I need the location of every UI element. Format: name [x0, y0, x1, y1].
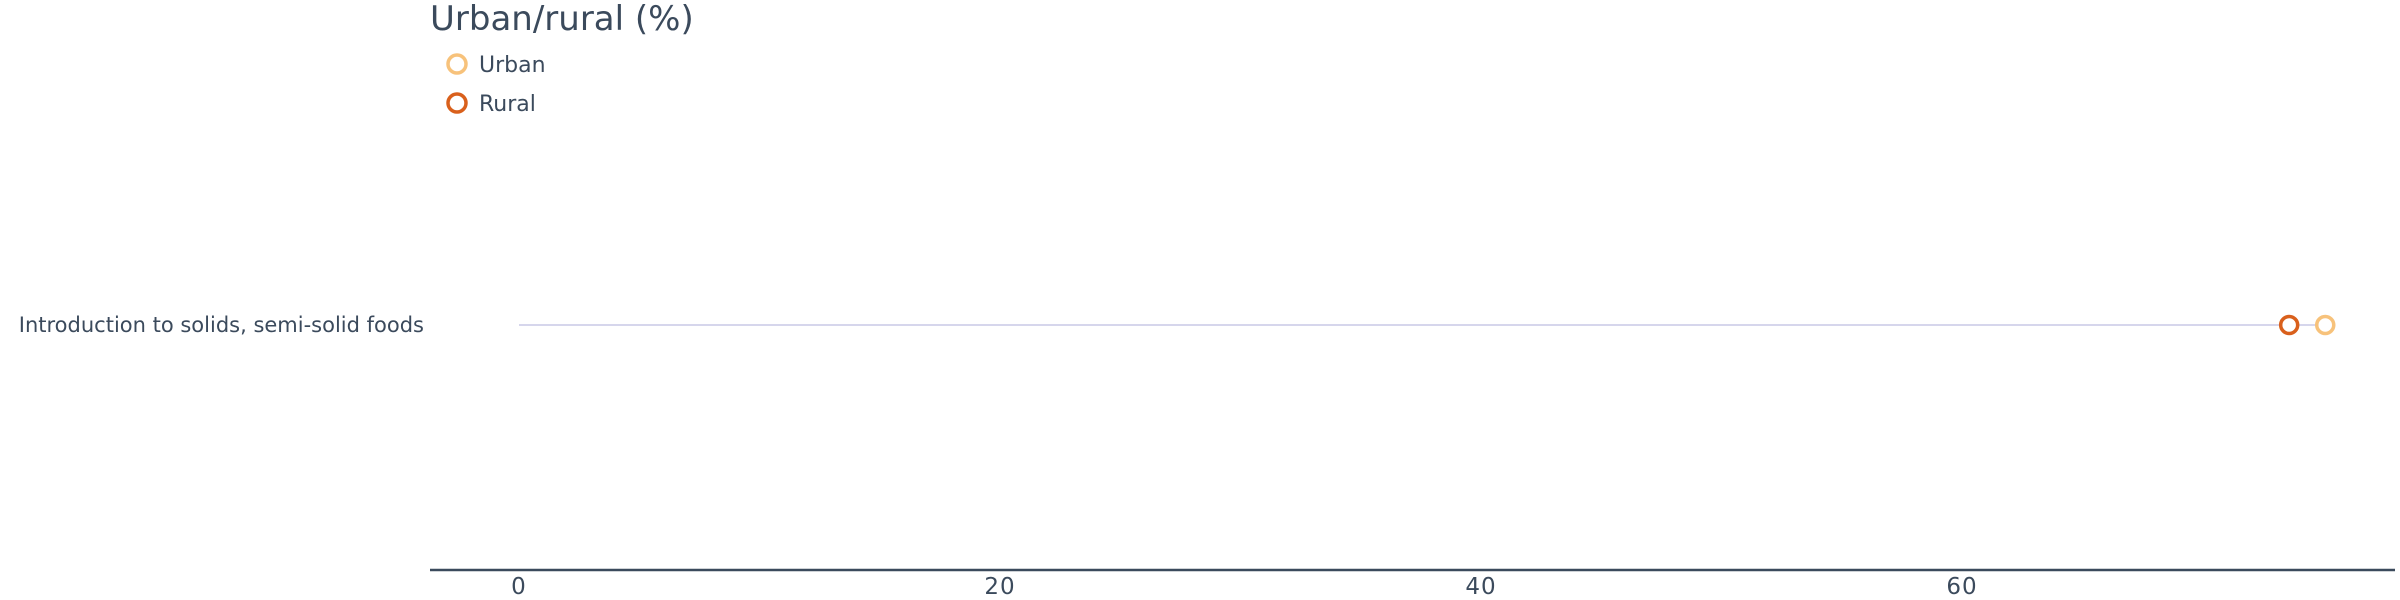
chart-title: Urban/rural (%) — [430, 0, 694, 39]
legend-marker-urban — [446, 53, 468, 75]
legend-marker-rural — [446, 92, 468, 114]
legend-label-rural: Rural — [479, 92, 536, 117]
category-label: Introduction to solids, semi-solid foods — [19, 313, 424, 337]
legend-label-urban: Urban — [479, 53, 546, 78]
x-tick-label: 40 — [1465, 574, 1496, 600]
x-tick-label: 60 — [1946, 574, 1977, 600]
plot-area: Introduction to solids, semi-solid foods — [19, 313, 2336, 337]
data-point-urban — [2315, 314, 2336, 336]
x-axis: 0 20 40 60 — [430, 568, 2395, 600]
x-tick-label: 20 — [984, 574, 1015, 600]
data-point-rural — [2278, 314, 2300, 336]
legend: Urban Rural — [446, 53, 546, 117]
x-tick-label: 0 — [511, 574, 527, 600]
